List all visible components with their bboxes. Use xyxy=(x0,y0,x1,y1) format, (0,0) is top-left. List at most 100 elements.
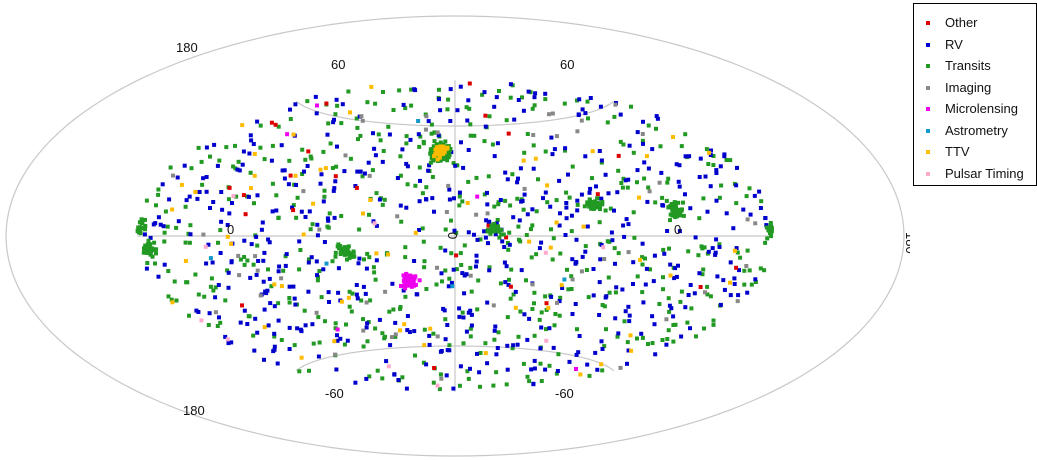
point-transits-334 xyxy=(461,341,466,346)
point-rv-126 xyxy=(448,87,453,92)
point-other-7 xyxy=(504,235,509,240)
point-transits-449 xyxy=(218,320,223,325)
point-transits-389 xyxy=(287,300,292,305)
point-transits-272 xyxy=(532,333,537,338)
point-transits-45 xyxy=(409,103,414,108)
point-transits-c8-20 xyxy=(333,250,338,255)
point-rv-333 xyxy=(325,132,330,137)
point-rv-289 xyxy=(457,306,462,311)
point-transits-183 xyxy=(478,237,483,242)
point-transits-115 xyxy=(646,185,651,190)
point-rv-513 xyxy=(692,291,697,296)
point-transits-236 xyxy=(590,176,594,181)
point-rv-177 xyxy=(426,168,431,173)
point-rv-525 xyxy=(392,372,397,377)
point-rv-367 xyxy=(283,263,288,268)
point-pulsar-timing-0 xyxy=(601,245,606,250)
point-rv-475 xyxy=(333,179,338,184)
point-transits-149 xyxy=(458,251,463,256)
point-rv-72 xyxy=(259,227,264,232)
point-rv-167 xyxy=(210,260,215,265)
point-transits-96 xyxy=(381,149,386,153)
point-rv-251 xyxy=(624,217,629,222)
point-rv-358 xyxy=(413,88,418,93)
point-transits-342 xyxy=(534,252,539,257)
point-rv-25 xyxy=(500,239,505,244)
point-imaging-5 xyxy=(359,114,364,119)
legend-label: Microlensing xyxy=(945,101,1018,116)
point-rv-359 xyxy=(635,168,640,173)
point-transits-209 xyxy=(188,223,193,228)
point-rv-512 xyxy=(404,386,409,391)
point-transits-c8-12 xyxy=(338,252,343,256)
point-rv-441 xyxy=(552,147,557,152)
point-imaging-57 xyxy=(474,212,479,217)
point-microlensing-0 xyxy=(574,367,578,371)
point-transits-238 xyxy=(496,200,501,205)
point-imaging-31 xyxy=(360,118,365,123)
point-rv-141 xyxy=(494,352,499,357)
point-pulsar-timing-4 xyxy=(544,338,549,343)
point-transits-388 xyxy=(532,103,537,108)
point-rv-402 xyxy=(710,246,715,251)
point-rv-266 xyxy=(477,370,482,375)
point-rv-241 xyxy=(393,320,398,325)
point-transits-221 xyxy=(367,212,371,217)
point-rv-219 xyxy=(260,220,265,225)
point-other-1 xyxy=(269,120,274,125)
point-rv-488 xyxy=(353,380,358,385)
point-imaging-36 xyxy=(570,277,575,282)
point-rv-526 xyxy=(438,108,443,113)
point-transits-c7-26 xyxy=(145,246,150,251)
point-rv-234 xyxy=(321,267,326,272)
point-rv-97 xyxy=(714,198,719,203)
point-ttv-7 xyxy=(590,149,595,154)
point-rv-120 xyxy=(245,322,250,326)
point-transits-374 xyxy=(530,106,535,111)
point-transits-c5-16 xyxy=(501,232,506,237)
point-transits-262 xyxy=(564,190,569,195)
point-transits-c4-7 xyxy=(595,196,600,201)
point-rv-270 xyxy=(564,201,569,205)
point-rv-240 xyxy=(284,252,289,257)
point-rv-460 xyxy=(597,280,602,285)
point-rv-51 xyxy=(665,229,670,233)
point-imaging-15 xyxy=(424,127,428,132)
point-transits-357 xyxy=(274,193,279,198)
point-transits-90 xyxy=(335,103,340,108)
point-transits-88 xyxy=(154,203,158,208)
point-rv-14 xyxy=(728,293,733,298)
point-rv-369 xyxy=(570,312,575,316)
point-rv-183 xyxy=(669,306,674,311)
point-transits-c3-16 xyxy=(672,200,677,205)
point-transits-475 xyxy=(446,97,451,102)
point-imaging-48 xyxy=(383,289,388,294)
point-transits-165 xyxy=(404,134,409,139)
point-transits-43 xyxy=(538,361,543,366)
point-transits-138 xyxy=(367,374,372,379)
legend-item-ttv: TTV xyxy=(914,142,1037,162)
point-transits-240 xyxy=(510,172,515,177)
point-rv-32 xyxy=(492,328,497,333)
point-transits-180 xyxy=(208,154,212,159)
point-rv-113 xyxy=(688,326,692,331)
point-transits-9 xyxy=(307,257,311,262)
point-rv-85 xyxy=(237,168,242,173)
point-transits-436 xyxy=(569,287,574,291)
point-transits-361 xyxy=(745,248,750,253)
point-rv-108 xyxy=(655,116,660,121)
point-rv-557 xyxy=(757,189,762,194)
point-rv-374 xyxy=(715,274,720,279)
point-transits-207 xyxy=(398,173,403,178)
point-rv-520 xyxy=(268,301,273,306)
point-transits-c0-168 xyxy=(446,153,451,158)
point-rv-419 xyxy=(223,334,228,339)
point-rv-77 xyxy=(325,216,330,221)
point-rv-450 xyxy=(327,300,331,304)
point-rv-382 xyxy=(505,177,510,182)
point-rv-404 xyxy=(405,164,410,169)
point-transits-147 xyxy=(236,159,241,164)
point-transits-406 xyxy=(749,282,754,287)
point-rv-407 xyxy=(654,114,659,119)
point-rv-329 xyxy=(331,120,336,125)
